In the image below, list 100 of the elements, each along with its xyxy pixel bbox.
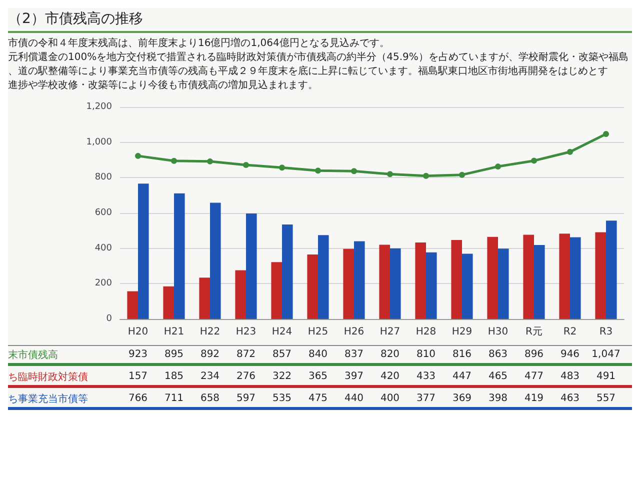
data-label: 597: [235, 393, 257, 404]
data-label: 420: [379, 371, 401, 382]
data-label: 400: [379, 393, 401, 404]
data-label: 365: [307, 371, 329, 382]
text: 元利償還金の100%を地方交付税で措置される臨時財政対策債が市債残高の約半分（45.9%）を占めていますが、学校耐震化・改築や福島: [8, 51, 630, 65]
point: [243, 162, 249, 168]
text: ち事業充当市債等: [8, 392, 89, 406]
data-label: 896: [523, 349, 545, 360]
bar: [210, 202, 221, 319]
bar: [606, 220, 617, 319]
bar: [379, 244, 390, 319]
data-label: 477: [523, 371, 545, 382]
data-label: 863: [487, 349, 509, 360]
x-tick-label: R元: [526, 326, 542, 338]
bar: [138, 184, 149, 319]
bar: [163, 286, 174, 319]
data-label: 465: [487, 371, 509, 382]
x-tick-label: H22: [200, 326, 220, 338]
bar: [390, 248, 401, 319]
x-tick-label: H30: [488, 326, 508, 338]
data-label: 398: [487, 393, 509, 404]
y-tick-label: 800: [94, 172, 112, 183]
text: 末市債残高: [8, 348, 59, 362]
data-label: 658: [199, 393, 221, 404]
point: [495, 164, 501, 170]
data-label: 816: [451, 349, 473, 360]
y-tick-label: 1,000: [86, 137, 112, 148]
x-tick-label: R3: [599, 326, 613, 338]
y-tick-label: 0: [106, 314, 112, 324]
data-label: 535: [271, 393, 293, 404]
x-tick-label: H29: [452, 326, 472, 338]
data-label: 433: [415, 371, 437, 382]
bar: [271, 262, 282, 319]
chart-title: （2）市債残高の推移: [8, 8, 632, 33]
data-label: 1,047: [590, 349, 622, 360]
bar: [318, 235, 329, 319]
x-tick-label: H26: [344, 326, 364, 338]
bar: [246, 214, 257, 319]
point: [531, 158, 537, 164]
x-tick-label: H20: [128, 326, 148, 338]
data-label: 397: [343, 371, 365, 382]
point: [171, 158, 177, 164]
text: ち臨時財政対策債: [8, 370, 89, 384]
bar: [354, 241, 365, 319]
data-label: 857: [271, 349, 293, 360]
bar: [235, 270, 246, 319]
bar: [426, 252, 437, 319]
point: [603, 131, 609, 138]
data-label: 923: [127, 349, 149, 360]
data-label: 820: [379, 349, 401, 360]
point: [135, 152, 141, 159]
bar: [487, 236, 498, 319]
point: [315, 168, 321, 174]
data-label: 463: [559, 393, 581, 404]
data-label: 895: [163, 349, 185, 360]
data-label: 475: [307, 393, 329, 404]
bar: [498, 248, 509, 319]
point: [567, 148, 573, 155]
data-label: 810: [415, 349, 437, 360]
x-tick-label: H27: [380, 326, 400, 338]
bar: [451, 240, 462, 319]
x-tick-label: R2: [563, 326, 577, 338]
text: 、道の駅整備等により事業充当市債等の残高も平成２９年度末を底に上昇に転じています。福島駅東口地区市街地再開発をはじめとす: [8, 65, 609, 79]
bar: [415, 242, 426, 319]
text: 市債の令和４年度末残高は、前年度末より16億円増の1,064億円となる見込みです。: [8, 37, 390, 51]
bar: [462, 254, 473, 319]
x-tick-label: H28: [416, 326, 436, 338]
bar: [127, 291, 138, 319]
data-label: 419: [523, 393, 545, 404]
data-label: 766: [127, 393, 149, 404]
data-label: 322: [271, 371, 293, 382]
bar: [595, 232, 606, 319]
y-tick-label: 200: [94, 278, 112, 289]
data-label: 711: [163, 393, 185, 404]
x-tick-label: H24: [272, 326, 292, 338]
x-tick-label: H21: [164, 326, 184, 338]
data-label: 377: [415, 393, 437, 404]
bar: [174, 193, 185, 319]
bar: [199, 278, 210, 319]
bar: [523, 234, 534, 319]
data-label: 491: [595, 371, 617, 382]
point: [207, 158, 213, 164]
data-label: 483: [559, 371, 581, 382]
point: [387, 171, 393, 178]
point: [351, 168, 357, 174]
bar: [343, 248, 354, 319]
data-label: 557: [595, 393, 617, 404]
bar: [534, 244, 545, 319]
data-label: 447: [451, 371, 473, 382]
point: [279, 164, 285, 171]
y-tick-label: 1,200: [86, 102, 112, 112]
bar: [307, 254, 318, 319]
point: [423, 172, 429, 179]
bar: [559, 234, 570, 319]
data-label: 837: [343, 349, 365, 360]
data-label: 840: [307, 349, 329, 360]
y-tick-label: 600: [94, 208, 112, 218]
data-label: 234: [199, 371, 221, 382]
point: [459, 172, 465, 178]
x-tick-label: H23: [236, 326, 256, 338]
